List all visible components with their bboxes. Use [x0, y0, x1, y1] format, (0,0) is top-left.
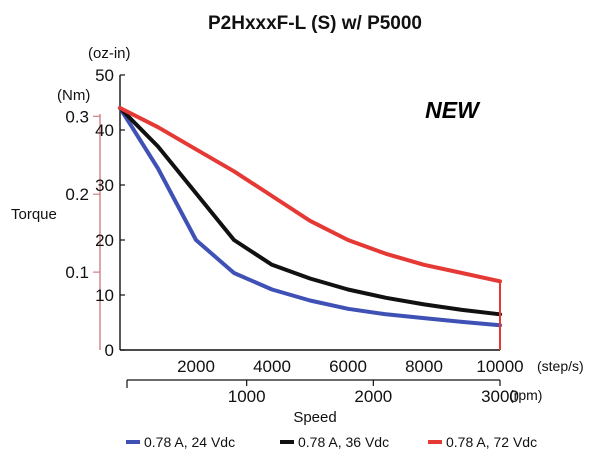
- x-tick-label-steps-4: 10000: [476, 357, 523, 376]
- x-tick-label-steps-2: 6000: [329, 357, 367, 376]
- series-line-1: [118, 106, 502, 317]
- y-tick-label-ozin-4: 40: [95, 121, 114, 140]
- y-tick-label-ozin-5: 50: [95, 66, 114, 85]
- y-tick-label-ozin-0: 0: [105, 341, 114, 360]
- y-tick-label-nm-0: 0.1: [65, 263, 89, 282]
- new-badge: NEW: [425, 97, 481, 123]
- y-tick-label-ozin-2: 20: [95, 231, 114, 250]
- series-line-0: [118, 106, 502, 328]
- legend-label-2: 0.78 A, 72 Vdc: [446, 434, 537, 450]
- x-tick-label-rpm-2: 3000: [481, 387, 519, 406]
- y-units-ozin: (oz-in): [88, 45, 131, 62]
- y-tick-label-nm-1: 0.2: [65, 185, 89, 204]
- legend-label-0: 0.78 A, 24 Vdc: [144, 434, 235, 450]
- x-axis-label: Speed: [293, 409, 336, 426]
- y-units-nm: (Nm): [57, 87, 90, 104]
- y-tick-label-ozin-1: 10: [95, 286, 114, 305]
- series-line-2: [118, 106, 502, 284]
- x-tick-label-steps-3: 8000: [405, 357, 443, 376]
- x-tick-label-steps-1: 4000: [253, 357, 291, 376]
- y-tick-label-ozin-3: 30: [95, 176, 114, 195]
- x-units-steps: (step/s): [537, 358, 584, 374]
- x-tick-label-rpm-0: 1000: [228, 387, 266, 406]
- y-axis-label: Torque: [11, 206, 57, 223]
- x-units-rpm: (rpm): [509, 387, 542, 403]
- chart-title: P2HxxxF-L (S) w/ P5000: [208, 13, 422, 34]
- legend-label-1: 0.78 A, 36 Vdc: [298, 434, 389, 450]
- x-tick-label-rpm-1: 2000: [354, 387, 392, 406]
- x-tick-label-steps-0: 2000: [177, 357, 215, 376]
- y-tick-label-nm-2: 0.3: [65, 107, 89, 126]
